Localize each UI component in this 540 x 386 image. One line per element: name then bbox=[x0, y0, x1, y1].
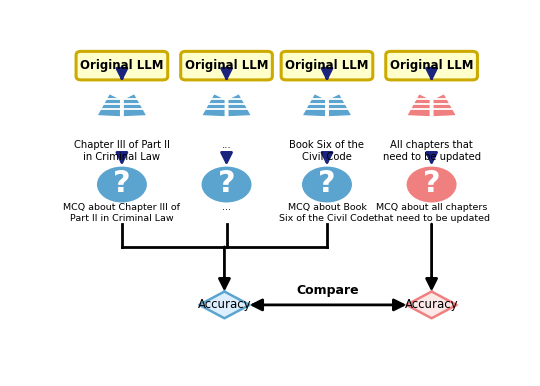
Text: Book Six of the
Civil Code: Book Six of the Civil Code bbox=[289, 140, 364, 162]
Text: ?: ? bbox=[423, 169, 441, 198]
FancyBboxPatch shape bbox=[281, 51, 373, 80]
Polygon shape bbox=[199, 291, 249, 318]
Polygon shape bbox=[302, 93, 326, 117]
Polygon shape bbox=[201, 93, 225, 117]
Text: MCQ about Book
Six of the Civil Code: MCQ about Book Six of the Civil Code bbox=[279, 203, 375, 223]
Text: Original LLM: Original LLM bbox=[80, 59, 164, 72]
Polygon shape bbox=[228, 93, 252, 117]
Polygon shape bbox=[328, 93, 352, 117]
Polygon shape bbox=[407, 93, 430, 117]
Circle shape bbox=[407, 167, 456, 202]
Circle shape bbox=[202, 167, 251, 202]
Polygon shape bbox=[97, 93, 120, 117]
Circle shape bbox=[303, 167, 351, 202]
Text: Compare: Compare bbox=[296, 284, 359, 296]
Polygon shape bbox=[433, 93, 457, 117]
Circle shape bbox=[98, 167, 146, 202]
FancyBboxPatch shape bbox=[181, 51, 272, 80]
Text: ?: ? bbox=[113, 169, 131, 198]
Text: Accuracy: Accuracy bbox=[198, 298, 251, 312]
Text: All chapters that
need to be updated: All chapters that need to be updated bbox=[382, 140, 481, 162]
FancyBboxPatch shape bbox=[386, 51, 477, 80]
Text: MCQ about Chapter III of
Part II in Criminal Law: MCQ about Chapter III of Part II in Crim… bbox=[63, 203, 180, 223]
Text: Accuracy: Accuracy bbox=[405, 298, 458, 312]
Text: MCQ about all chapters
that need to be updated: MCQ about all chapters that need to be u… bbox=[374, 203, 490, 223]
Text: Original LLM: Original LLM bbox=[185, 59, 268, 72]
Polygon shape bbox=[407, 291, 457, 318]
Text: ?: ? bbox=[318, 169, 336, 198]
Text: ?: ? bbox=[218, 169, 235, 198]
Text: Original LLM: Original LLM bbox=[390, 59, 474, 72]
Text: Chapter III of Part II
in Criminal Law: Chapter III of Part II in Criminal Law bbox=[74, 140, 170, 162]
Text: Original LLM: Original LLM bbox=[285, 59, 369, 72]
Text: ...: ... bbox=[222, 203, 231, 212]
FancyBboxPatch shape bbox=[76, 51, 168, 80]
Polygon shape bbox=[123, 93, 147, 117]
Text: ...: ... bbox=[221, 140, 232, 150]
